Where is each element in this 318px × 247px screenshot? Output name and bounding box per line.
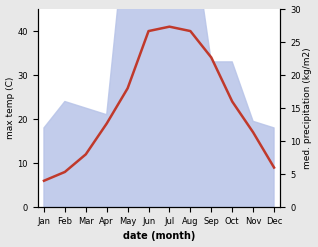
- Y-axis label: max temp (C): max temp (C): [5, 77, 15, 139]
- X-axis label: date (month): date (month): [123, 231, 195, 242]
- Y-axis label: med. precipitation (kg/m2): med. precipitation (kg/m2): [303, 47, 313, 169]
